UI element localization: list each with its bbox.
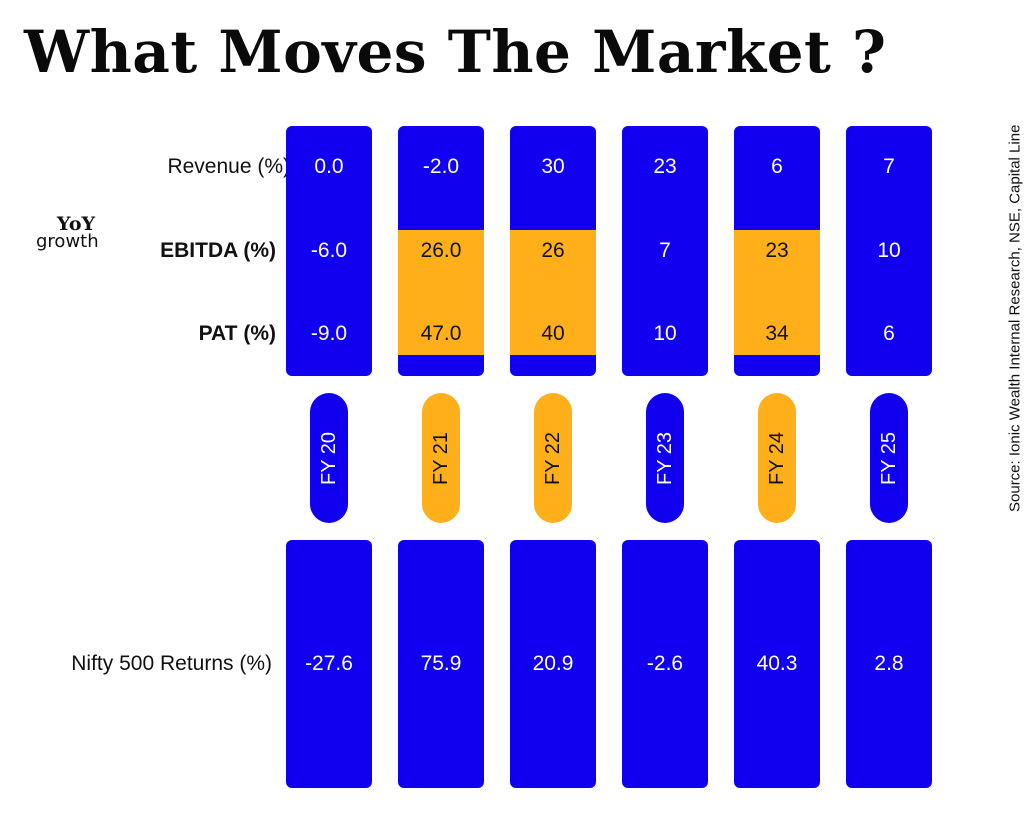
year-pill-fy20: FY 20 — [310, 393, 348, 523]
source-note: Source: Ionic Wealth Internal Research, … — [1000, 62, 1028, 512]
year-label: FY 21 — [429, 431, 452, 485]
returns-column-fy22: 20.9 — [510, 540, 596, 788]
row-label-revenue: Revenue (%) — [167, 155, 290, 178]
value-nifty-return: 20.9 — [532, 652, 574, 675]
value-ebitda: 26.0 — [420, 239, 462, 262]
row-label-pat: PAT (%) — [198, 322, 276, 345]
value-nifty-return: -2.6 — [646, 652, 684, 675]
value-pat: 47.0 — [420, 322, 462, 345]
value-nifty-return: 75.9 — [420, 652, 462, 675]
value-ebitda: 26 — [541, 239, 565, 262]
value-pat: 10 — [653, 322, 677, 345]
value-ebitda: 23 — [765, 239, 789, 262]
value-pat: -9.0 — [310, 322, 348, 345]
highlight-band — [734, 230, 820, 355]
value-nifty-return: 2.8 — [874, 652, 904, 675]
year-label: FY 25 — [877, 431, 900, 485]
year-pill-fy24: FY 24 — [758, 393, 796, 523]
growth-column-fy24: 6 23 34 — [734, 126, 820, 376]
returns-column-fy25: 2.8 — [846, 540, 932, 788]
value-ebitda: 7 — [659, 239, 671, 262]
returns-column-fy20: -27.6 — [286, 540, 372, 788]
source-text: Source: Ionic Wealth Internal Research, … — [1006, 124, 1024, 512]
value-ebitda: -6.0 — [310, 239, 348, 262]
value-pat: 34 — [765, 322, 789, 345]
growth-column-fy20: 0.0 -6.0 -9.0 — [286, 126, 372, 376]
year-label: FY 22 — [541, 431, 564, 485]
year-label: FY 23 — [653, 431, 676, 485]
value-revenue: 7 — [883, 155, 895, 178]
value-revenue: 0.0 — [314, 155, 344, 178]
returns-column-fy24: 40.3 — [734, 540, 820, 788]
growth-column-fy23: 23 7 10 — [622, 126, 708, 376]
yoy-label-line1: YoY — [56, 213, 96, 235]
growth-column-fy22: 30 26 40 — [510, 126, 596, 376]
year-pill-fy25: FY 25 — [870, 393, 908, 523]
highlight-band — [398, 230, 484, 355]
row-label-ebitda: EBITDA (%) — [160, 239, 276, 262]
year-label: FY 24 — [765, 431, 788, 485]
returns-column-fy23: -2.6 — [622, 540, 708, 788]
value-nifty-return: 40.3 — [756, 652, 798, 675]
row-label-nifty-returns: Nifty 500 Returns (%) — [71, 652, 272, 675]
year-pill-fy23: FY 23 — [646, 393, 684, 523]
value-pat: 40 — [541, 322, 565, 345]
year-pill-fy22: FY 22 — [534, 393, 572, 523]
year-pill-fy21: FY 21 — [422, 393, 460, 523]
value-nifty-return: -27.6 — [305, 652, 353, 675]
value-revenue: 30 — [541, 155, 565, 178]
value-revenue: 6 — [771, 155, 783, 178]
growth-column-fy25: 7 10 6 — [846, 126, 932, 376]
highlight-band — [510, 230, 596, 355]
value-ebitda: 10 — [877, 239, 901, 262]
yoy-growth-label: YoY growth — [36, 214, 116, 252]
year-label: FY 20 — [317, 431, 340, 485]
chart-title: What Moves The Market ? — [24, 18, 887, 86]
value-pat: 6 — [883, 322, 895, 345]
yoy-label-line2: growth — [36, 231, 99, 252]
returns-column-fy21: 75.9 — [398, 540, 484, 788]
growth-column-fy21: -2.0 26.0 47.0 — [398, 126, 484, 376]
value-revenue: -2.0 — [422, 155, 460, 178]
value-revenue: 23 — [653, 155, 677, 178]
